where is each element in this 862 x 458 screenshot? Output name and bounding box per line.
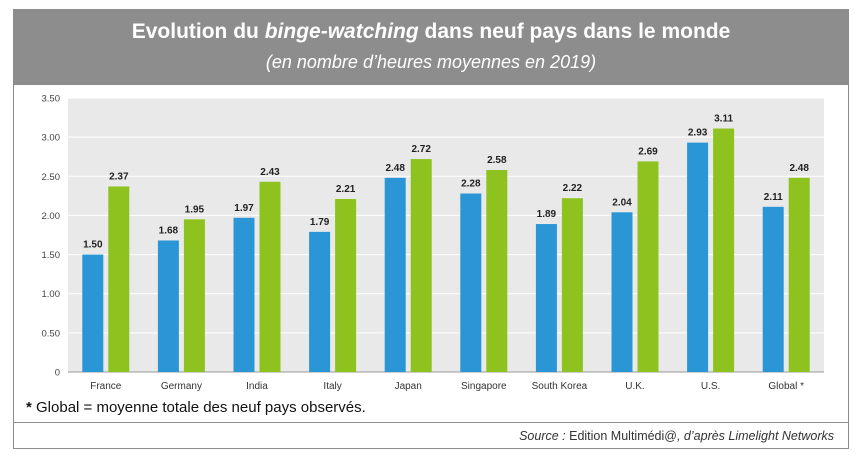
data-label: 1.79 bbox=[310, 217, 330, 228]
bar bbox=[259, 181, 281, 372]
data-label: 1.68 bbox=[159, 225, 179, 236]
title-part-2: dans neuf pays dans le monde bbox=[418, 20, 731, 43]
y-tick-label: 0.50 bbox=[42, 328, 61, 339]
data-label: 1.95 bbox=[185, 204, 205, 215]
footnote-marker: * bbox=[26, 399, 32, 416]
x-tick-label: Global * bbox=[768, 381, 804, 392]
x-tick-label: U.S. bbox=[701, 381, 720, 392]
x-tick-label: France bbox=[90, 381, 122, 392]
divider bbox=[14, 422, 848, 423]
data-label: 2.22 bbox=[563, 183, 583, 194]
data-label: 2.48 bbox=[789, 163, 809, 174]
y-tick-label: 3.00 bbox=[42, 133, 61, 144]
chart-frame: Evolution du binge-watching dans neuf pa… bbox=[13, 9, 849, 449]
source-line: Source : Edition Multimédi@, d’après Lim… bbox=[519, 429, 834, 443]
y-tick-label: 2.00 bbox=[42, 211, 61, 222]
x-tick-label: Singapore bbox=[461, 381, 507, 392]
bar bbox=[309, 231, 331, 372]
title-part-1: Evolution du bbox=[131, 20, 265, 43]
bar bbox=[713, 128, 735, 372]
y-tick-label: 1.50 bbox=[42, 250, 61, 261]
data-label: 1.89 bbox=[537, 209, 557, 220]
data-label: 2.37 bbox=[109, 171, 129, 182]
x-tick-label: U.K. bbox=[625, 381, 644, 392]
data-label: 1.97 bbox=[234, 203, 254, 214]
bar bbox=[687, 142, 709, 372]
data-label: 2.04 bbox=[612, 197, 632, 208]
bar bbox=[384, 177, 406, 372]
bar bbox=[82, 254, 104, 372]
data-label: 2.93 bbox=[688, 128, 708, 139]
data-label: 2.48 bbox=[385, 163, 405, 174]
footnote-text: Global = moyenne totale des neuf pays ob… bbox=[31, 399, 366, 416]
data-label: 2.11 bbox=[764, 192, 783, 203]
bar bbox=[460, 193, 482, 372]
y-tick-label: 2.50 bbox=[42, 172, 61, 183]
bar bbox=[233, 217, 255, 372]
x-tick-label: South Korea bbox=[532, 381, 588, 392]
source-publisher: Edition Multimédi@ bbox=[569, 429, 677, 443]
bar bbox=[335, 198, 357, 372]
data-label: 1.50 bbox=[83, 240, 103, 251]
bar-chart: 0 0.50 1.00 1.50 2.00 2.50 3.00 3.50 1.50 2.37 Fra… bbox=[42, 94, 824, 392]
source-label: Source : bbox=[519, 429, 570, 443]
data-label: 2.72 bbox=[411, 144, 431, 155]
y-tick-label: 1.00 bbox=[42, 289, 61, 300]
data-label: 2.28 bbox=[461, 179, 481, 190]
y-tick-label: 3.50 bbox=[42, 94, 61, 105]
bar bbox=[561, 198, 583, 372]
plot-area bbox=[68, 98, 824, 372]
data-label: 2.69 bbox=[638, 146, 658, 157]
bar bbox=[486, 170, 508, 372]
chart-header: Evolution du binge-watching dans neuf pa… bbox=[14, 10, 848, 85]
x-tick-label: Italy bbox=[323, 381, 341, 392]
bar bbox=[611, 212, 633, 372]
x-tick-label: Japan bbox=[395, 381, 422, 392]
data-label: 2.43 bbox=[260, 167, 280, 178]
data-label: 2.58 bbox=[487, 155, 507, 166]
footnote: * Global = moyenne totale des neuf pays … bbox=[26, 399, 366, 416]
bar bbox=[410, 159, 432, 372]
bar bbox=[637, 161, 659, 372]
bar bbox=[535, 224, 557, 372]
bar bbox=[788, 177, 810, 372]
title-emphasis: binge-watching bbox=[264, 20, 419, 43]
bar bbox=[762, 206, 784, 372]
source-attribution: , d’après Limelight Networks bbox=[676, 429, 834, 443]
bar bbox=[108, 186, 130, 372]
x-tick-label: Germany bbox=[161, 381, 202, 392]
bar bbox=[183, 219, 205, 372]
y-tick-label: 0 bbox=[55, 368, 60, 379]
data-label: 2.21 bbox=[336, 184, 356, 195]
x-tick-label: India bbox=[246, 381, 268, 392]
chart-subtitle: (en nombre d’heures moyennes en 2019) bbox=[265, 52, 597, 72]
chart-title: Evolution du binge-watching dans neuf pa… bbox=[14, 20, 848, 44]
data-label: 3.11 bbox=[714, 114, 733, 125]
bar bbox=[157, 240, 179, 372]
